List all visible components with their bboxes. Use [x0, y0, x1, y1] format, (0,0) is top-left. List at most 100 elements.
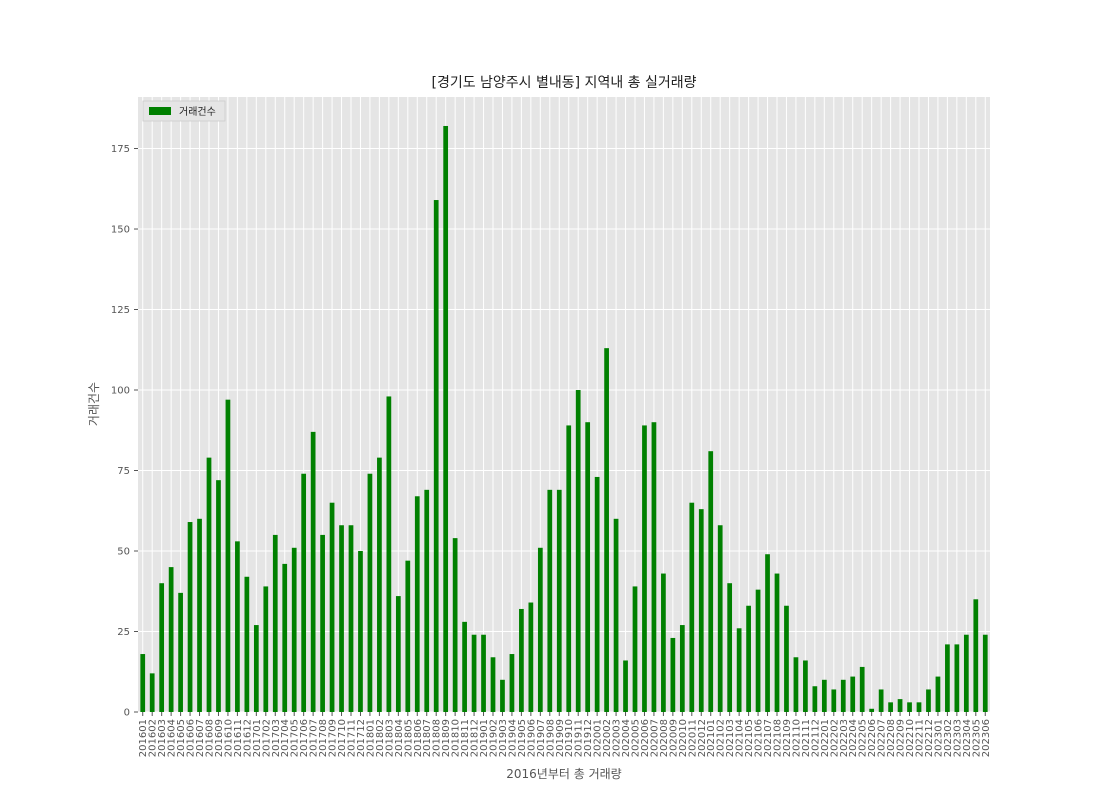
bar: [301, 473, 307, 712]
x-tick-label: 202102: [716, 719, 727, 757]
bar: [216, 480, 221, 712]
bar: [708, 451, 714, 712]
bar: [982, 634, 988, 712]
bar: [793, 657, 799, 712]
x-tick-label: 201903: [498, 719, 509, 757]
bar: [935, 676, 941, 712]
x-tick-label: 201804: [394, 719, 405, 757]
x-tick-label: 201904: [507, 719, 518, 757]
bar: [821, 679, 827, 712]
bar: [358, 551, 363, 712]
x-tick-label: 201901: [479, 719, 490, 757]
bar: [679, 625, 685, 712]
bar: [594, 476, 600, 712]
x-tick-label: 201811: [460, 719, 471, 757]
y-tick-label: 100: [111, 386, 130, 397]
x-tick-label: 202306: [981, 719, 992, 757]
bar: [225, 399, 231, 712]
x-tick-label: 201611: [233, 719, 244, 757]
x-tick-label: 201712: [356, 719, 367, 757]
x-tick-label: 201610: [223, 719, 234, 757]
bar: [670, 637, 676, 712]
bar: [840, 679, 846, 712]
bar: [386, 396, 392, 712]
y-tick-label: 150: [111, 225, 130, 236]
x-tick-label: 202101: [706, 719, 717, 757]
x-tick-label: 202010: [678, 719, 689, 757]
x-tick-label: 201908: [545, 719, 556, 757]
bar: [235, 541, 240, 712]
x-tick-label: 201709: [328, 719, 339, 757]
x-tick-label: 201706: [299, 719, 310, 757]
bar: [831, 689, 837, 712]
bar: [140, 654, 146, 712]
x-tick-label: 202205: [858, 719, 869, 757]
x-tick-label: 201910: [564, 719, 575, 757]
x-tick-label: 201705: [290, 719, 301, 757]
legend-box: [142, 100, 226, 122]
x-tick-label: 202110: [791, 719, 802, 757]
x-tick-label: 201604: [167, 719, 178, 757]
bar: [869, 708, 875, 712]
bar: [471, 634, 477, 712]
bar: [310, 431, 316, 712]
plot-area: [138, 97, 990, 712]
x-tick-label: 202103: [725, 719, 736, 757]
x-tick-label: 201708: [318, 719, 329, 757]
x-tick-label: 202305: [971, 719, 982, 757]
x-tick-label: 202302: [943, 719, 954, 757]
bar: [642, 425, 647, 712]
x-tick-label: 202109: [782, 719, 793, 757]
x-tick-label: 201710: [337, 719, 348, 757]
bar: [632, 586, 638, 712]
bar: [197, 518, 202, 712]
x-tick-label: 202207: [877, 719, 888, 757]
bar: [395, 596, 401, 712]
bar: [803, 660, 808, 712]
y-tick-label: 25: [117, 627, 130, 638]
x-tick-label: 201902: [489, 719, 500, 757]
x-tick-label: 202005: [631, 719, 642, 757]
x-tick-label: 202203: [839, 719, 850, 757]
bar: [282, 563, 288, 712]
x-tick-label: 201703: [271, 719, 282, 757]
bar: [784, 605, 789, 712]
x-tick-label: 202003: [612, 719, 623, 757]
bar: [945, 644, 950, 712]
x-tick-label: 202210: [905, 719, 916, 757]
x-tick-label: 201808: [432, 719, 443, 757]
bar: [462, 621, 467, 712]
x-tick-label: 201601: [138, 719, 149, 757]
bar: [765, 554, 770, 712]
x-tick-label: 202107: [763, 719, 774, 757]
y-tick-label: 50: [117, 547, 130, 558]
bar: [272, 534, 278, 712]
bar: [963, 634, 969, 712]
bar: [537, 547, 543, 712]
legend: 거래건수: [142, 100, 226, 122]
bar: [481, 634, 486, 712]
x-tick-label: 201606: [186, 719, 197, 757]
bar: [661, 573, 666, 712]
x-tick-label: 202108: [773, 719, 784, 757]
bar: [320, 534, 325, 712]
bar: [424, 489, 430, 712]
bar: [727, 583, 733, 712]
bar: [556, 489, 562, 712]
bar: [291, 547, 297, 712]
bar: [698, 509, 704, 712]
x-tick-label: 202007: [649, 719, 660, 757]
bar: [850, 676, 856, 712]
x-tick-label: 202204: [848, 719, 859, 757]
bar: [916, 702, 922, 712]
x-tick-label: 202106: [754, 719, 765, 757]
x-tick-label: 201809: [441, 719, 452, 757]
x-tick-label: 201608: [205, 719, 216, 757]
bar: [168, 567, 174, 712]
x-tick-label: 202211: [915, 719, 926, 757]
y-tick-label: 75: [117, 466, 130, 477]
bar: [500, 679, 505, 712]
bar: [973, 599, 979, 712]
bar: [585, 422, 591, 712]
